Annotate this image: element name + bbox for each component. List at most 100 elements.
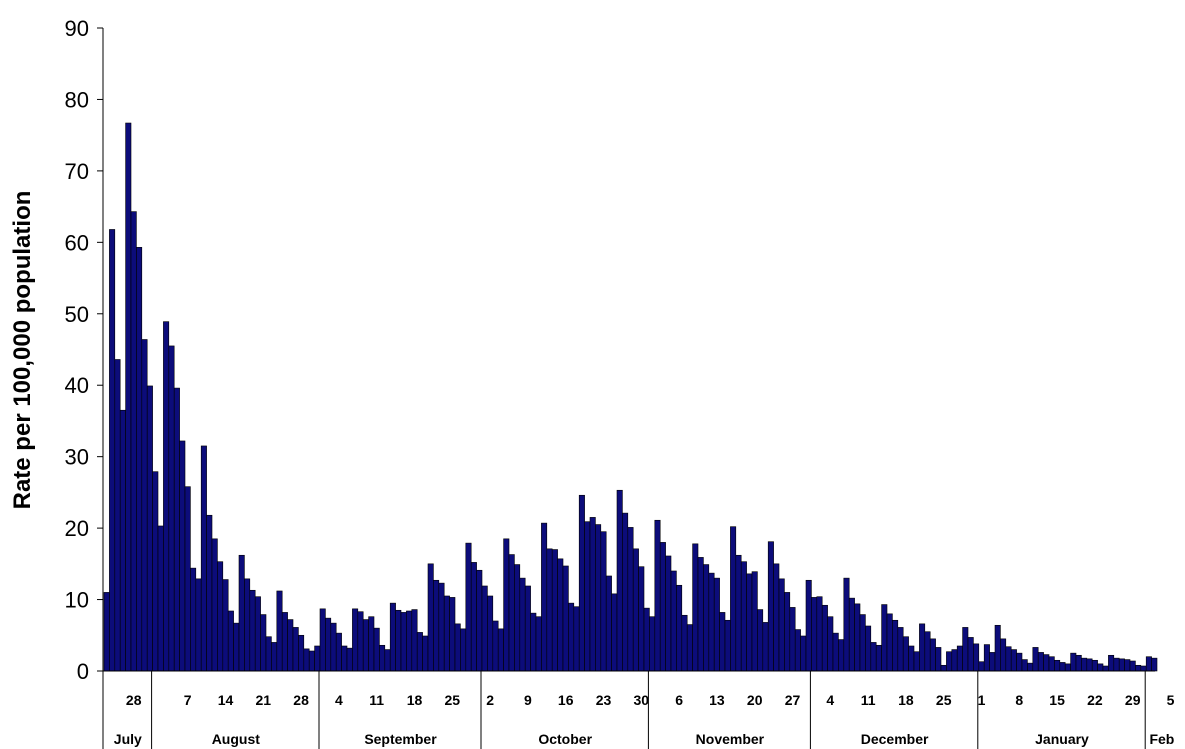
- bar: [902, 636, 909, 672]
- bar: [638, 566, 645, 672]
- bar: [595, 524, 602, 672]
- bar: [1010, 649, 1017, 672]
- month-label: November: [696, 731, 765, 747]
- x-tick-label: 9: [524, 692, 532, 708]
- bar: [632, 548, 639, 672]
- bar: [179, 440, 186, 672]
- bar: [784, 592, 791, 672]
- bar: [1091, 659, 1098, 672]
- bar: [875, 644, 882, 672]
- bar: [1086, 658, 1093, 672]
- bar: [514, 564, 521, 672]
- bar: [551, 549, 558, 672]
- bar: [335, 632, 342, 672]
- bar: [600, 531, 607, 672]
- bar: [287, 619, 294, 672]
- bar: [1000, 638, 1007, 672]
- bar: [157, 525, 164, 672]
- bar: [227, 610, 234, 672]
- bar: [1005, 646, 1012, 672]
- bar: [1075, 654, 1082, 672]
- bar: [400, 612, 407, 672]
- bar: [686, 624, 693, 672]
- bar: [859, 614, 866, 672]
- y-tick-label: 10: [65, 588, 89, 613]
- bar: [325, 617, 332, 672]
- bar: [395, 609, 402, 672]
- bar: [1151, 657, 1158, 672]
- bar: [1032, 647, 1039, 672]
- x-tick-label: 30: [634, 692, 650, 708]
- bar: [611, 593, 618, 672]
- bar: [249, 589, 256, 672]
- bar: [411, 609, 418, 672]
- bar: [870, 642, 877, 672]
- month-labels-group: July August September October November Decemb…: [102, 671, 1174, 749]
- y-tick-label: 20: [65, 516, 89, 541]
- y-axis-label: Rate per 100,000 population: [9, 191, 36, 510]
- bar: [341, 645, 348, 672]
- bar: [276, 590, 283, 672]
- bar: [665, 555, 672, 672]
- bar: [163, 321, 170, 672]
- bar: [497, 628, 504, 672]
- bar: [195, 578, 202, 672]
- bar: [962, 627, 969, 672]
- bar: [433, 579, 440, 672]
- bar: [811, 597, 818, 672]
- bar: [222, 579, 229, 672]
- x-tick-label: 5: [1167, 692, 1175, 708]
- bar: [254, 596, 261, 672]
- bar: [449, 597, 456, 672]
- bar: [622, 512, 629, 672]
- bar: [389, 602, 396, 672]
- bar: [767, 541, 774, 672]
- bar: [443, 595, 450, 672]
- bar: [821, 604, 828, 672]
- x-tick-label: 13: [709, 692, 725, 708]
- bar: [573, 606, 580, 672]
- bar: [827, 616, 834, 672]
- bar: [924, 631, 931, 672]
- bar: [1097, 663, 1104, 672]
- bar: [362, 619, 369, 672]
- bar: [114, 359, 121, 672]
- bar: [881, 604, 888, 672]
- bar: [557, 558, 564, 672]
- bar: [892, 619, 899, 672]
- bar: [352, 608, 359, 672]
- bar: [762, 622, 769, 672]
- bar: [519, 577, 526, 672]
- bar: [692, 543, 699, 672]
- x-tick-label: 4: [826, 692, 834, 708]
- bar: [130, 211, 137, 672]
- bar: [357, 611, 364, 672]
- bar: [935, 647, 942, 672]
- bar: [978, 661, 985, 672]
- x-tick-label: 14: [218, 692, 234, 708]
- bar: [1027, 662, 1034, 672]
- x-tick-label: 1: [978, 692, 986, 708]
- bar: [373, 627, 380, 672]
- bar: [735, 554, 742, 672]
- bar: [141, 339, 148, 672]
- x-tick-label: 27: [785, 692, 801, 708]
- bar: [854, 603, 861, 672]
- bar: [994, 624, 1001, 672]
- bar: [1048, 656, 1055, 672]
- bar: [843, 577, 850, 672]
- bar: [627, 527, 634, 672]
- bar: [168, 345, 175, 672]
- y-tick-label: 80: [65, 87, 89, 112]
- bar: [886, 613, 893, 672]
- bar: [956, 645, 963, 672]
- bar: [1124, 659, 1131, 672]
- bar: [217, 561, 224, 672]
- bar: [238, 554, 245, 672]
- bar: [1081, 657, 1088, 672]
- bar: [465, 542, 472, 672]
- bar: [589, 517, 596, 672]
- bar: [330, 622, 337, 672]
- bar: [319, 608, 326, 672]
- bar: [562, 565, 569, 672]
